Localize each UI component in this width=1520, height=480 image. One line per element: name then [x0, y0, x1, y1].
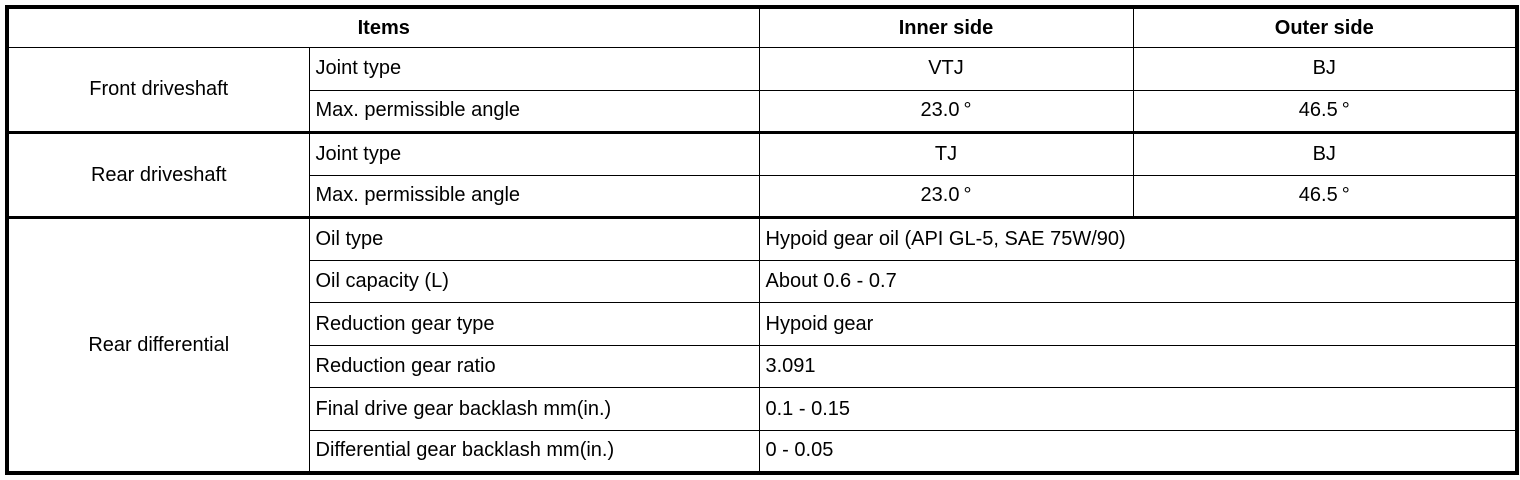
cell-value: 0 - 0.05	[758, 429, 1518, 474]
table-row: Rear differential Oil type Hypoid gear o…	[6, 216, 1518, 474]
group-label-rear-driveshaft: Rear driveshaft	[6, 131, 310, 219]
cell-value: 3.091	[758, 344, 1518, 389]
table-row: Differential gear backlash mm(in.) 0 - 0…	[7, 429, 1518, 474]
header-outer-side: Outer side	[1132, 6, 1518, 48]
row-label: Max. permissible angle	[308, 174, 760, 219]
header-row: Items Inner side Outer side	[6, 6, 1518, 48]
cell-outer-value: BJ	[1132, 131, 1518, 176]
row-label: Differential gear backlash mm(in.)	[308, 429, 760, 474]
cell-inner-value: TJ	[758, 131, 1134, 176]
cell-value: Hypoid gear oil (API GL-5, SAE 75W/90)	[758, 216, 1518, 261]
cell-inner-value: 23.0 °	[758, 174, 1134, 219]
header-inner-side: Inner side	[758, 6, 1134, 48]
cell-outer-value: 46.5 °	[1132, 174, 1518, 219]
group-label-front-driveshaft: Front driveshaft	[6, 46, 310, 134]
specifications-table: Items Inner side Outer side Front drives…	[5, 5, 1519, 475]
row-label: Joint type	[308, 131, 760, 176]
row-label: Max. permissible angle	[308, 89, 760, 134]
cell-inner-value: 23.0 °	[758, 89, 1134, 134]
table-row: Max. permissible angle 23.0 ° 46.5 °	[7, 89, 1518, 134]
row-label: Joint type	[308, 47, 760, 91]
table-row: Reduction gear ratio 3.091	[7, 344, 1518, 389]
table-row: Rear driveshaft Joint type TJ BJ	[6, 131, 1518, 219]
row-label: Reduction gear type	[308, 302, 760, 346]
row-label: Oil type	[308, 216, 760, 261]
group-label-rear-differential: Rear differential	[6, 216, 310, 474]
table-row: Oil capacity (L) About 0.6 - 0.7	[7, 259, 1518, 304]
cell-inner-value: VTJ	[758, 47, 1134, 91]
cell-value: About 0.6 - 0.7	[758, 259, 1518, 304]
row-label: Final drive gear backlash mm(in.)	[308, 387, 760, 431]
row-label: Oil capacity (L)	[308, 259, 760, 304]
table-row: Max. permissible angle 23.0 ° 46.5 °	[7, 174, 1518, 219]
table-row: Reduction gear type Hypoid gear	[7, 302, 1518, 346]
table-row: Front driveshaft Joint type VTJ BJ	[6, 46, 1518, 134]
row-label: Reduction gear ratio	[308, 344, 760, 389]
cell-value: 0.1 - 0.15	[758, 387, 1518, 431]
table-row: Final drive gear backlash mm(in.) 0.1 - …	[7, 387, 1518, 431]
cell-outer-value: BJ	[1132, 47, 1518, 91]
header-items: Items	[6, 6, 760, 48]
cell-outer-value: 46.5 °	[1132, 89, 1518, 134]
cell-value: Hypoid gear	[758, 302, 1518, 346]
